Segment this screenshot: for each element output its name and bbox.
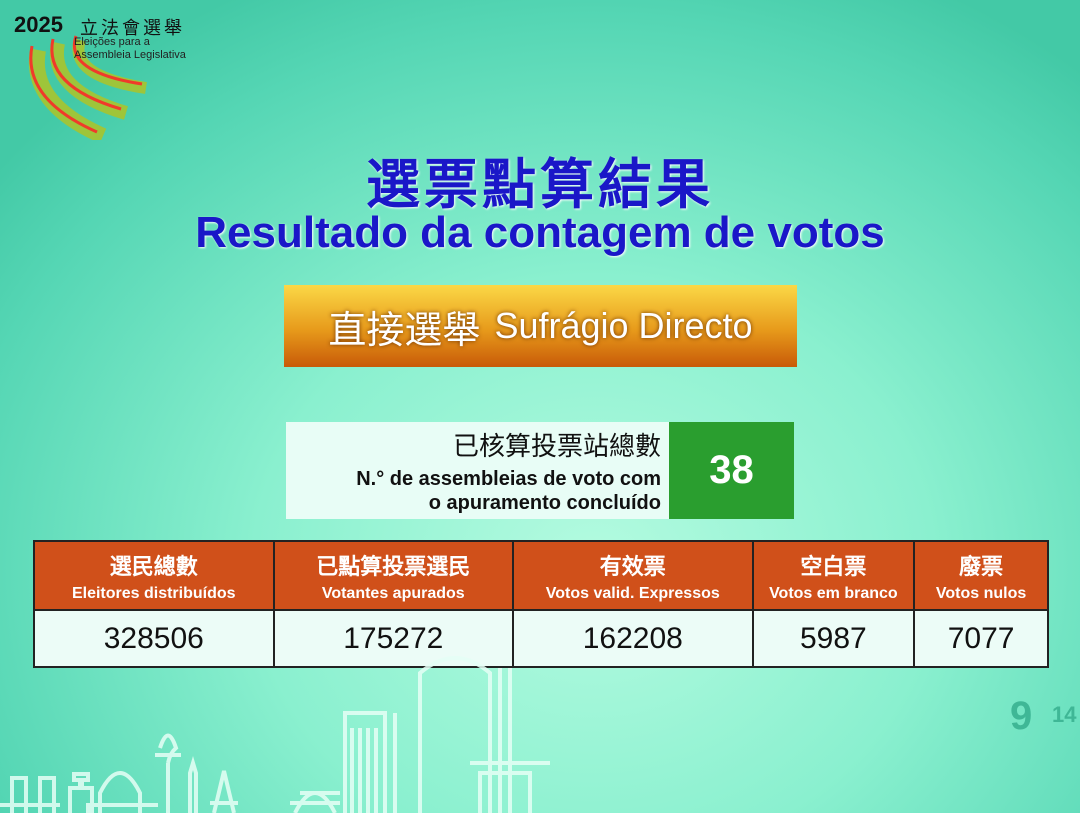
arcs-logo-icon (28, 35, 147, 140)
header-nulos: 廢票 Votos nulos (913, 540, 1049, 611)
macau-skyline-decoration (0, 656, 550, 813)
stations-value: 38 (669, 422, 794, 519)
header-validos: 有效票 Votos valid. Expressos (512, 540, 754, 611)
stations-label-pt-2: o apuramento concluído (428, 492, 661, 514)
banner-pt: Sufrágio Directo (494, 305, 753, 346)
logo-title-pt: Eleições para a Assembleia Legislativa (74, 36, 186, 62)
page-title-cn: 選票點算結果 (366, 153, 714, 216)
header-pt: Votos em branco (769, 584, 898, 602)
stations-label-pt-1: N.° de assembleias de voto com (356, 468, 661, 490)
election-logo: 2025 立法會選舉 Eleições para a Assembleia Le… (8, 8, 198, 140)
page-title-pt: Resultado da contagem de votos (195, 208, 885, 257)
stations-label-cn: 已核算投票站總數 (452, 432, 661, 462)
date-badge: 9 14 (1004, 690, 1080, 750)
logo-pt-line1: Eleições para a (74, 36, 150, 48)
header-cn: 選民總數 (109, 554, 198, 580)
header-cn: 有效票 (599, 554, 666, 580)
stations-label-pt: N.° de assembleias de voto com o apurame… (286, 467, 661, 515)
header-votantes: 已點算投票選民 Votantes apurados (272, 540, 515, 611)
logo-title-cn: 立法會選舉 (80, 18, 185, 39)
header-pt: Eleitores distribuídos (71, 584, 236, 602)
header-cn: 空白票 (800, 554, 867, 580)
header-eleitores: 選民總數 Eleitores distribuídos (33, 540, 275, 611)
header-pt: Votos valid. Expressos (545, 584, 720, 602)
logo-pt-line2: Assembleia Legislativa (74, 49, 186, 61)
value-eleitores: 328506 (33, 609, 275, 668)
header-cn: 已點算投票選民 (316, 554, 471, 580)
header-branco: 空白票 Votos em branco (751, 540, 916, 611)
table-header-row: 選民總數 Eleitores distribuídos 已點算投票選民 Votant… (33, 540, 1049, 611)
header-cn: 廢票 (959, 554, 1004, 580)
results-table: 選民總數 Eleitores distribuídos 已點算投票選民 Votant… (33, 540, 1049, 668)
table-row: 328506 175272 162208 5987 7077 (33, 609, 1049, 668)
banner-cn: 直接選舉 (328, 307, 481, 352)
polling-stations-count: 已核算投票站總數 N.° de assembleias de voto com … (286, 422, 794, 519)
value-votantes: 175272 (272, 609, 515, 668)
header-pt: Votos nulos (935, 584, 1027, 602)
header-pt: Votantes apurados (321, 584, 465, 602)
election-type-banner: 直接選舉 Sufrágio Directo (284, 285, 797, 367)
logo-year: 2025 (14, 12, 63, 37)
date-badge-month: 9 (1010, 694, 1033, 738)
value-branco: 5987 (751, 609, 916, 668)
value-nulos: 7077 (913, 609, 1049, 668)
date-badge-day: 14 (1052, 702, 1077, 727)
value-validos: 162208 (512, 609, 754, 668)
stations-label: 已核算投票站總數 N.° de assembleias de voto com … (286, 422, 669, 519)
